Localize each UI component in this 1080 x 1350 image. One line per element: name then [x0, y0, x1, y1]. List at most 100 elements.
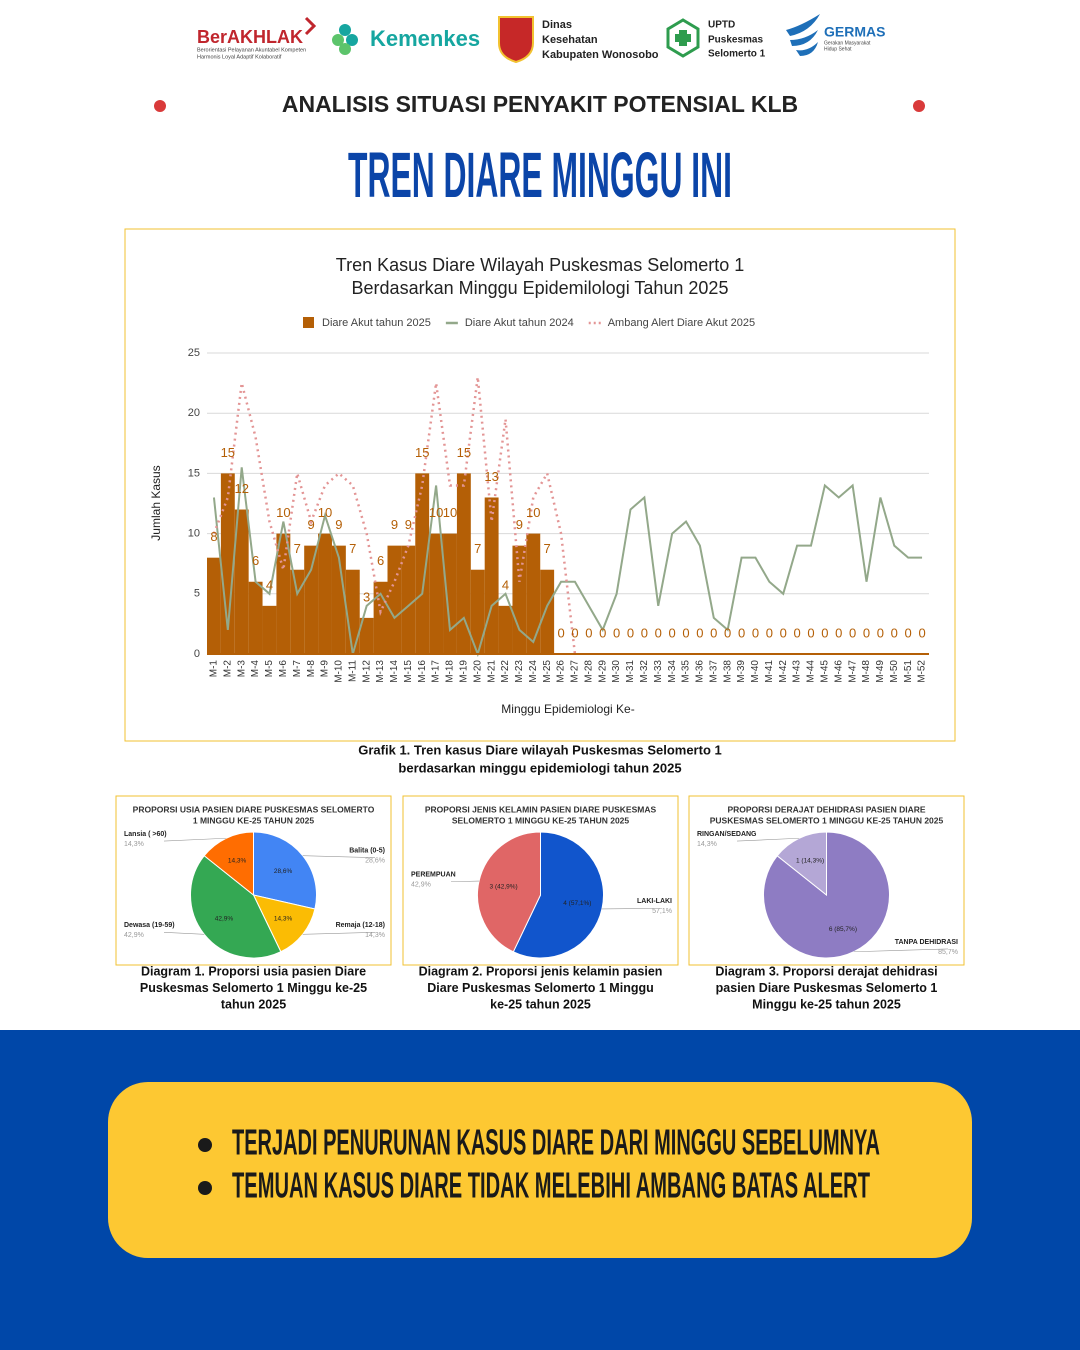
- x-tick-label: M-25: [542, 660, 553, 683]
- leader-line: [163, 932, 205, 935]
- leader-line: [302, 932, 376, 935]
- x-tick-label: M-33: [653, 660, 664, 683]
- line: [212, 467, 923, 658]
- bar: [290, 569, 305, 654]
- x-tick-label: M-41: [764, 660, 775, 683]
- x-tick-label: M-46: [833, 660, 844, 683]
- bar: [401, 545, 416, 654]
- x-tick-label: M-4: [250, 660, 261, 678]
- data-label: 10: [318, 505, 332, 520]
- data-label: 10: [526, 505, 540, 520]
- logo-tagline: Hidup Sehat: [824, 46, 852, 52]
- data-label: 7: [294, 541, 301, 556]
- data-label: 0: [766, 625, 773, 640]
- x-tick-label: M-34: [667, 660, 678, 683]
- x-tick-label: M-30: [611, 660, 622, 683]
- leader-line: [450, 880, 480, 883]
- pie-title: PUSKESMAS SELOMERTO 1 MINGGU KE-25 TAHUN…: [710, 815, 944, 825]
- logo-uptd: Selomerto 1: [708, 49, 766, 60]
- slice-percent: 14,3%: [124, 841, 144, 848]
- slice-label: 3 (42,9%): [490, 883, 518, 890]
- x-tick-label: M-36: [695, 660, 706, 683]
- conclusion: TERJADI PENURUNAN KASUS DIARE DARI MINGG…: [232, 1122, 880, 1163]
- caption: pasien Diare Puskesmas Selomerto 1: [716, 981, 938, 995]
- y-tick-label: 15: [188, 467, 200, 479]
- slice-category: Lansia ( >60): [124, 831, 167, 838]
- bar: [540, 569, 555, 654]
- leader-line: [163, 837, 227, 842]
- bar: [345, 569, 360, 654]
- slice-label: 14,3%: [228, 858, 247, 865]
- x-tick-label: M-38: [722, 660, 733, 683]
- bar: [512, 545, 527, 654]
- x-tick-label: M-43: [792, 660, 803, 683]
- x-tick-label: M-48: [861, 660, 872, 683]
- leader-line: [601, 907, 663, 910]
- data-label: 0: [641, 625, 648, 640]
- logo-dinas: Dinas: [542, 19, 572, 31]
- slice-label: 6 (85,7%): [829, 926, 857, 933]
- caption: Diagram 3. Proporsi derajat dehidrasi: [715, 964, 937, 978]
- line: [212, 376, 577, 655]
- logo-uptd: UPTD: [708, 20, 735, 31]
- x-tick-label: M-28: [583, 660, 594, 683]
- slice-label: 14,3%: [274, 915, 293, 922]
- bullet: [198, 1138, 212, 1152]
- pie-slice: [477, 831, 541, 953]
- x-tick-label: M-35: [681, 660, 692, 683]
- pie-title: PROPORSI DERAJAT DEHIDRASI PASIEN DIARE: [727, 804, 925, 814]
- bar: [429, 533, 444, 654]
- data-label: 9: [335, 517, 342, 532]
- y-tick-label: 5: [194, 588, 200, 600]
- bullet: [198, 1181, 212, 1195]
- dinas-shield: [498, 16, 534, 64]
- pie-charts: PROPORSI USIA PASIEN DIARE PUSKESMAS SEL…: [115, 795, 965, 1011]
- x-tick-label: M-13: [375, 660, 386, 683]
- bar: [207, 557, 221, 654]
- slice-category: Remaja (12-18): [336, 922, 385, 929]
- data-label: 4: [502, 577, 509, 592]
- x-tick-label: M-16: [417, 660, 428, 683]
- bar: [387, 545, 402, 654]
- data-label: 0: [918, 625, 925, 640]
- x-tick-label: M-20: [472, 660, 483, 683]
- legend-label: Diare Akut tahun 2024: [465, 317, 574, 329]
- data-label: 12: [234, 481, 248, 496]
- bar: [304, 545, 319, 654]
- y-tick-label: 25: [188, 347, 200, 359]
- y-axis-label: Jumlah Kasus: [149, 465, 163, 540]
- x-tick-label: M-29: [597, 660, 608, 683]
- x-tick-label: M-32: [639, 660, 650, 683]
- slice-category: TANPA DEHIDRASI: [895, 939, 958, 946]
- x-tick-label: M-45: [820, 660, 831, 683]
- slice-percent: 57,1%: [652, 908, 672, 915]
- slice-category: RINGAN/SEDANG: [697, 831, 757, 838]
- bar: [220, 473, 235, 654]
- pie-title: PROPORSI JENIS KELAMIN PASIEN DIARE PUSK…: [425, 804, 657, 814]
- leader-line: [853, 948, 949, 953]
- logo-mark: [304, 16, 317, 36]
- y-tick-label: 10: [188, 528, 200, 540]
- x-tick-label: M-18: [445, 660, 456, 683]
- x-tick-label: M-27: [570, 660, 581, 683]
- bar: [456, 473, 471, 654]
- data-label: 0: [835, 625, 842, 640]
- chart-title: Tren Kasus Diare Wilayah Puskesmas Selom…: [336, 255, 745, 275]
- data-label: 7: [544, 541, 551, 556]
- data-label: 10: [276, 505, 290, 520]
- data-label: 0: [571, 625, 578, 640]
- data-label: 0: [863, 625, 870, 640]
- x-tick-label: M-8: [306, 660, 317, 678]
- bar: [331, 545, 346, 654]
- slice-percent: 14,3%: [697, 841, 717, 848]
- slice-label: 42,9%: [215, 915, 234, 922]
- conclusion: TEMUAN KASUS DIARE TIDAK MELEBIHI AMBANG…: [232, 1165, 870, 1206]
- uptd-cross: [675, 30, 691, 46]
- pie-title: PROPORSI USIA PASIEN DIARE PUSKESMAS SEL…: [133, 804, 375, 814]
- x-tick-label: M-9: [320, 660, 331, 678]
- data-label: 0: [793, 625, 800, 640]
- caption: Diagram 1. Proporsi usia pasien Diare: [141, 964, 366, 978]
- x-tick-label: M-17: [431, 660, 442, 683]
- x-tick-label: M-47: [847, 660, 858, 683]
- slice-category: PEREMPUAN: [411, 872, 456, 879]
